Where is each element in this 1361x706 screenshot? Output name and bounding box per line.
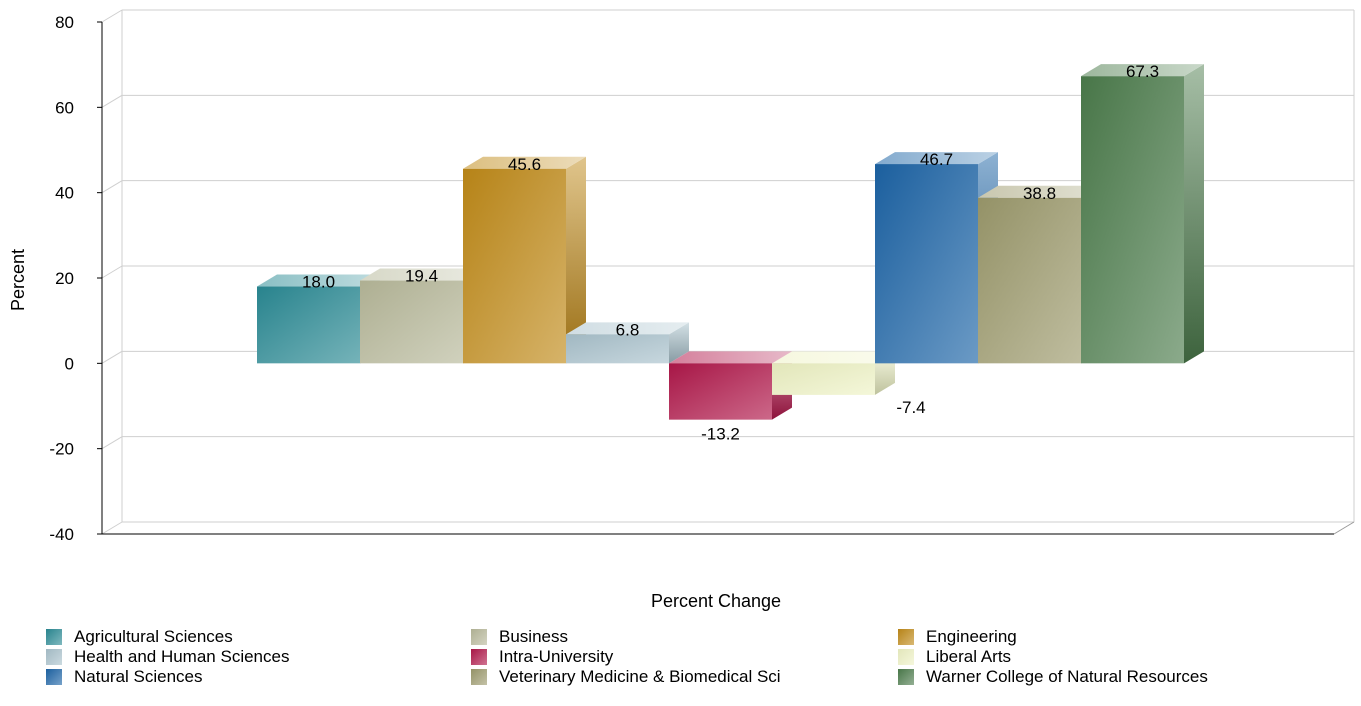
legend-swatch xyxy=(898,629,914,645)
legend-item: Natural Sciences xyxy=(46,667,203,687)
y-tick-label: 80 xyxy=(55,13,74,32)
legend-item: Agricultural Sciences xyxy=(46,627,233,647)
data-label: 38.8 xyxy=(1023,184,1056,203)
legend-item: Business xyxy=(471,627,568,647)
legend-label: Natural Sciences xyxy=(74,667,203,686)
legend-item: Intra-University xyxy=(471,647,613,667)
legend-label: Liberal Arts xyxy=(926,647,1012,666)
data-label: 45.6 xyxy=(508,155,541,174)
data-label: 6.8 xyxy=(616,320,640,339)
y-tick-label: 40 xyxy=(55,184,74,203)
legend-label: Warner College of Natural Resources xyxy=(926,667,1208,686)
data-label: 46.7 xyxy=(920,150,953,169)
legend-item: Veterinary Medicine & Biomedical Sci xyxy=(471,667,781,687)
legend-label: Health and Human Sciences xyxy=(74,647,290,666)
chart: -40 -20 0 20 40 60 80 18.0 19.4 45.6 6.8 -13.2 -7.4… xyxy=(8,9,1355,611)
legend-swatch xyxy=(898,669,914,685)
legend-label: Agricultural Sciences xyxy=(74,627,233,646)
data-label: -13.2 xyxy=(701,425,740,444)
bar-2 xyxy=(360,268,483,364)
legend-label: Intra-University xyxy=(499,647,614,666)
legend-label: Business xyxy=(499,627,568,646)
y-tick-label: 0 xyxy=(65,354,74,373)
data-labels: 18.0 19.4 45.6 6.8 -13.2 -7.4 46.7 38.8 67.3 xyxy=(302,62,1159,443)
legend-swatch xyxy=(46,629,62,645)
y-tick-label: -40 xyxy=(49,525,74,544)
axes: -40 -20 0 20 40 60 80 xyxy=(49,13,1355,544)
legend-swatch xyxy=(471,629,487,645)
x-axis-title: Percent Change xyxy=(651,591,781,611)
y-tick-label: -20 xyxy=(49,440,74,459)
legend-item: Warner College of Natural Resources xyxy=(898,667,1208,687)
y-tick-label: 60 xyxy=(55,98,74,117)
y-tick-label: 20 xyxy=(55,269,74,288)
legend-swatch xyxy=(471,649,487,665)
legend-swatch xyxy=(46,649,62,665)
legend-item: Health and Human Sciences xyxy=(46,647,289,667)
data-label: 19.4 xyxy=(405,267,438,286)
y-axis-title: Percent xyxy=(8,249,28,311)
legend-item: Engineering xyxy=(898,627,1017,647)
data-label: 18.0 xyxy=(302,273,335,292)
bar-9 xyxy=(1081,64,1204,364)
legend-swatch xyxy=(898,649,914,665)
bar-3 xyxy=(463,156,586,364)
data-label: -7.4 xyxy=(896,398,925,417)
bars xyxy=(257,64,1204,420)
legend-label: Veterinary Medicine & Biomedical Sci xyxy=(499,667,781,686)
legend-item: Liberal Arts xyxy=(898,647,1011,667)
legend-swatch xyxy=(46,669,62,685)
legend-label: Engineering xyxy=(926,627,1017,646)
bar-4 xyxy=(566,322,689,364)
data-label: 67.3 xyxy=(1126,62,1159,81)
legend-swatch xyxy=(471,669,487,685)
